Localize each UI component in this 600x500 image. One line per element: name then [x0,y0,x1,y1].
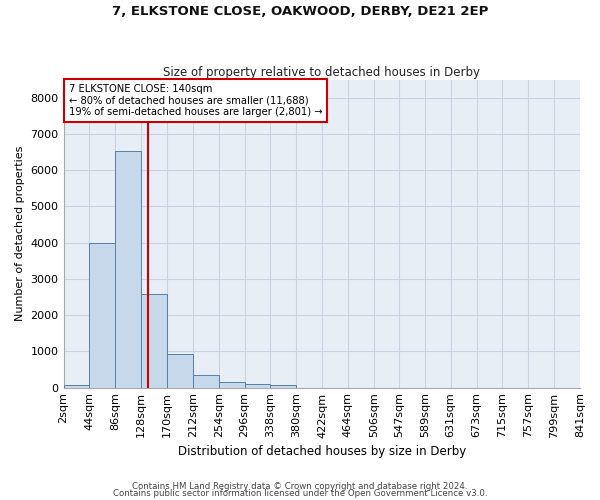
Bar [115,152,141,388]
Bar [167,354,193,388]
Bar [193,374,218,388]
Y-axis label: Number of detached properties: Number of detached properties [15,146,25,322]
Bar [245,384,271,388]
Text: 7 ELKSTONE CLOSE: 140sqm
← 80% of detached houses are smaller (11,688)
19% of se: 7 ELKSTONE CLOSE: 140sqm ← 80% of detach… [69,84,322,117]
Text: Contains public sector information licensed under the Open Government Licence v3: Contains public sector information licen… [113,490,487,498]
Bar [218,382,245,388]
Bar [141,294,167,388]
Bar [271,385,296,388]
X-axis label: Distribution of detached houses by size in Derby: Distribution of detached houses by size … [178,444,466,458]
Title: Size of property relative to detached houses in Derby: Size of property relative to detached ho… [163,66,480,78]
Text: 7, ELKSTONE CLOSE, OAKWOOD, DERBY, DE21 2EP: 7, ELKSTONE CLOSE, OAKWOOD, DERBY, DE21 … [112,5,488,18]
Bar [89,244,115,388]
Text: Contains HM Land Registry data © Crown copyright and database right 2024.: Contains HM Land Registry data © Crown c… [132,482,468,491]
Bar [64,386,89,388]
